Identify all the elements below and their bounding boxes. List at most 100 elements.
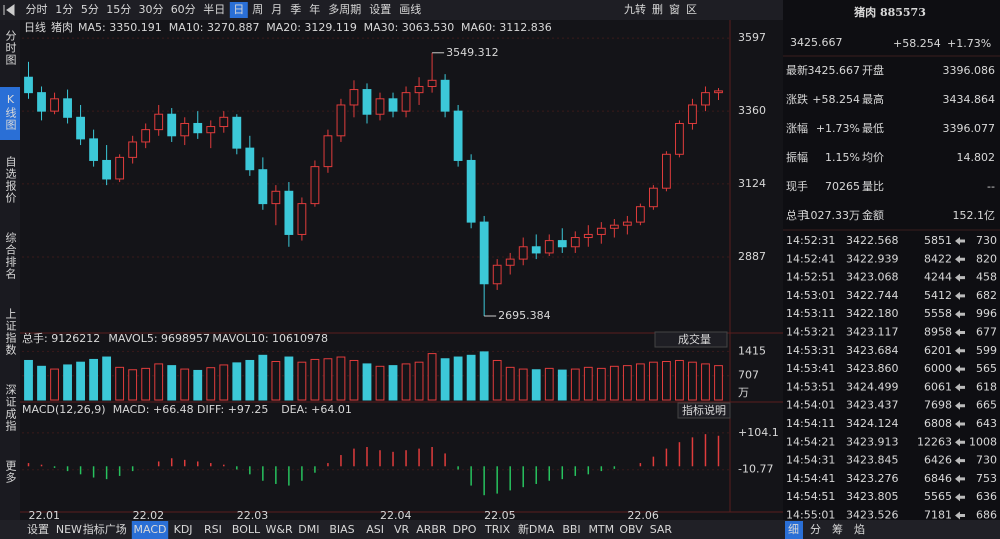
sidebar-tab[interactable]: 自选报价 [4,156,17,204]
bottom-tab[interactable]: DMI [298,523,319,536]
toolbar-tab[interactable]: 画线 [399,2,421,16]
trade-time: 14:54:51 [786,490,835,503]
quote-label: 涨幅 [786,122,808,135]
quote-label: 现手 [786,179,808,193]
quote-value: +1.73% [816,122,860,135]
trade-count: 618 [976,380,997,393]
bottom-tab[interactable]: 新DMA [518,522,555,536]
bottom-tab[interactable]: DPO [453,523,477,536]
bottom-tab[interactable]: VR [394,523,410,536]
volume-bar [284,356,294,401]
volume-bar [518,368,528,401]
trade-arrow [955,291,965,300]
quote-value: 3425.667 [808,64,861,77]
dropdown-label[interactable]: 成交量 [678,332,711,346]
trade-time: 14:53:51 [786,380,835,393]
volume-bar [414,361,424,401]
volume-bar [245,359,255,401]
annotation: 3549.312 [446,46,499,59]
toolbar-icon[interactable]: 删 [652,3,663,16]
quote-value: 3434.864 [943,93,996,106]
trade-arrow [955,273,965,282]
trade-arrow [955,255,965,264]
back-icon[interactable] [3,4,15,16]
trade-arrow [955,310,965,319]
toolbar-icon[interactable]: 区 [686,3,697,16]
y-tick-label: 707 [738,369,759,382]
volume-bar [128,369,138,401]
candle-body [154,113,164,131]
sidebar-tab[interactable]: 上证指数 [4,308,17,356]
quote-value: 14.802 [957,151,996,164]
bottom-tab[interactable]: BIAS [329,523,354,536]
bottom-tab[interactable]: SAR [650,523,673,536]
bottom-tab[interactable]: BBI [562,523,580,536]
bottom-tab[interactable]: 指标广场 [83,522,127,536]
toolbar-tab[interactable]: 30分 [139,3,164,16]
panel-tab[interactable]: 焰 [854,522,865,536]
x-tick-label: 22.02 [133,509,165,522]
trade-time: 14:52:51 [786,271,835,284]
toolbar-icon[interactable]: 九转 [624,2,646,16]
bottom-tab[interactable]: TRIX [484,523,511,536]
bottom-tab[interactable]: BOLL [232,523,261,536]
toolbar-icon[interactable]: 窗 [669,2,680,16]
tab-selected-bg[interactable] [229,2,248,18]
quote-label: 开盘 [862,63,884,77]
toolbar-tab[interactable]: 15分 [106,3,131,16]
candle-body [570,237,580,248]
volume-bar [76,361,85,401]
trade-count: 996 [976,307,997,320]
volume-bar [102,356,112,401]
tab-selected-bg[interactable] [131,521,169,539]
volume-bar [531,369,541,401]
bottom-tab[interactable]: NEW [56,523,82,536]
sidebar-selected-bg[interactable] [0,87,20,140]
toolbar-tab[interactable]: 5分 [81,3,99,16]
sidebar-tab[interactable]: 分时图 [4,30,17,66]
bottom-tab[interactable]: KDJ [174,523,193,536]
sidebar-tab[interactable]: 深证成指 [4,384,17,432]
bottom-tab[interactable]: RSI [204,523,222,536]
button-label[interactable]: 指标说明 [682,403,726,417]
bottom-tab[interactable]: ARBR [416,523,447,536]
bottom-tab[interactable]: OBV [619,523,643,536]
sidebar-tab[interactable]: K线图 [4,93,17,131]
bottom-tab[interactable]: MTM [588,523,614,536]
candle-body [141,129,151,143]
toolbar-tab[interactable]: 设置 [369,3,391,16]
panel-tab[interactable]: 细 [788,523,799,536]
toolbar-tab[interactable]: 半日 [203,2,225,16]
button[interactable] [677,402,731,419]
bottom-tab[interactable]: ASI [366,523,384,536]
candle-body [232,116,242,149]
toolbar-tab[interactable]: 周 [252,3,263,16]
trade-count: 458 [976,271,997,284]
toolbar-tab[interactable]: 60分 [171,3,196,16]
trade-price: 3423.068 [846,271,899,284]
panel-tab[interactable]: 筹 [832,522,843,536]
candle-body [440,79,450,112]
trade-volume: 5565 [924,490,952,503]
indicator-info: DEA: +64.01 [281,403,352,416]
toolbar-tab[interactable]: 分时 [26,3,48,16]
bottom-tab[interactable]: W&R [266,523,293,536]
trade-arrow [955,383,965,392]
toolbar-tab[interactable]: 月 [271,3,282,16]
toolbar-tab[interactable]: 季 [290,3,301,16]
sidebar-tab[interactable]: 更多 [4,460,17,484]
dropdown[interactable] [654,331,728,348]
trade-count: 730 [976,454,997,467]
trade-count: 636 [976,490,997,503]
candle-body [193,122,203,134]
toolbar-tab[interactable]: 1分 [55,3,73,16]
bottom-tab[interactable]: 设置 [27,523,49,536]
sidebar-tab[interactable]: 综合排名 [4,231,17,280]
toolbar-tab[interactable]: 多周期 [328,2,361,16]
toolbar-tab[interactable]: 日 [233,3,244,16]
tab-selected-bg[interactable] [785,521,803,539]
bottom-tab[interactable]: MACD [134,523,167,536]
panel-tab[interactable]: 分 [810,523,821,536]
trade-volume: 4244 [924,271,952,284]
toolbar-tab[interactable]: 年 [309,2,320,16]
